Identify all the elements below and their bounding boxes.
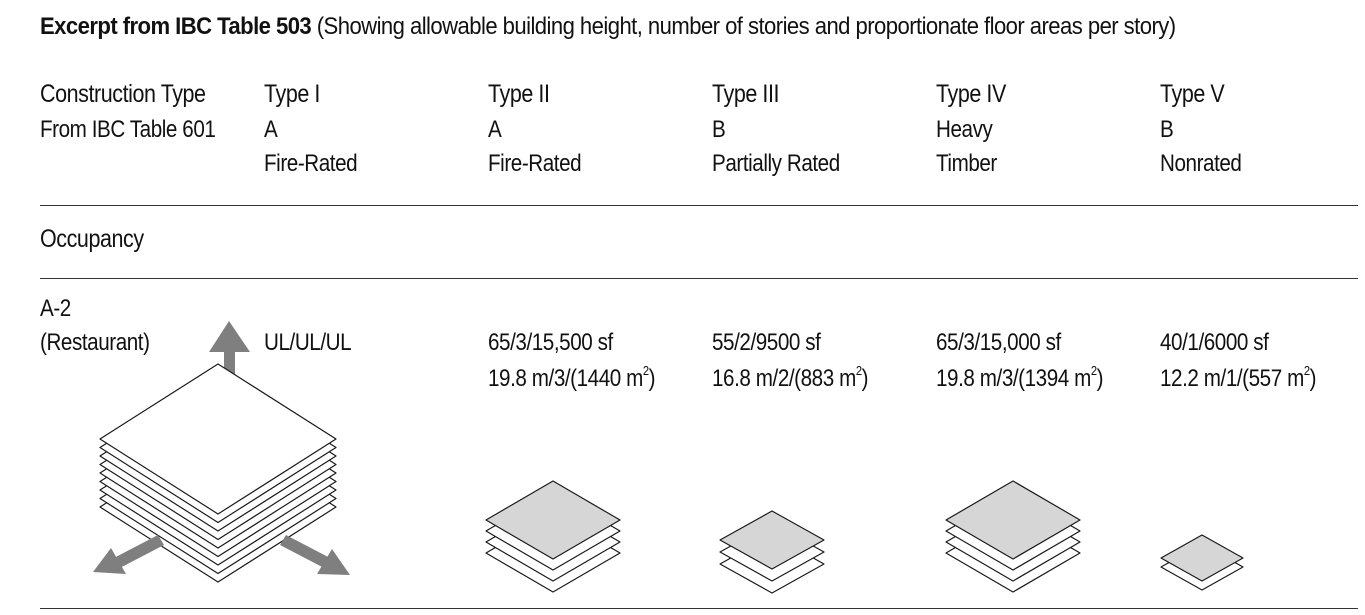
column-rating: Fire-Rated [488,150,582,177]
right-arrow-icon [280,535,350,575]
cell-type-1: UL/UL/UL [264,325,352,361]
cell-imperial-value: 65/3/15,000 sf [936,329,1061,356]
column-rating: Timber [936,150,997,177]
floor-plate [945,480,1081,560]
cell-type-2: 65/3/15,500 sf 19.8 m/3/(1440 m2) [488,325,656,397]
occupancy-divider [40,278,1358,279]
floor-plate [485,480,621,560]
cell-metric-value: 12.2 m/1/(557 m2) [1160,363,1317,392]
table-title: Excerpt from IBC Table 503 (Showing allo… [40,13,1176,41]
cell-type-4: 65/3/15,000 sf 19.8 m/3/(1394 m2) [936,325,1104,397]
table-title-caption: (Showing allowable building height, numb… [316,13,1176,40]
column-rating: Fire-Rated [264,150,358,177]
column-rating: Partially Rated [712,150,840,177]
cell-metric-value: 19.8 m/3/(1440 m2) [488,363,656,392]
cell-metric-value: 16.8 m/2/(883 m2) [712,363,869,392]
up-arrow-icon [209,321,250,396]
column-subtype: Heavy [936,116,993,143]
header-divider [40,205,1358,206]
construction-type-label: Construction Type [40,80,206,108]
construction-type-source: From IBC Table 601 [40,116,216,143]
table-title-bold: Excerpt from IBC Table 503 [40,13,312,40]
occupancy-name: (Restaurant) [40,329,150,356]
floor-plate [1160,534,1244,582]
floor-plate [99,363,337,515]
column-subtype: A [264,116,278,143]
cell-type-5: 40/1/6000 sf 12.2 m/1/(557 m2) [1160,325,1316,397]
column-type-label: Type I [264,80,320,108]
type-3-floor-stack [719,510,825,594]
left-arrow-icon [93,535,164,574]
floor-plate [719,510,825,570]
cell-imperial-value: 55/2/9500 sf [712,329,821,356]
bottom-divider [40,608,1358,609]
column-type-label: Type V [1160,80,1225,108]
occupancy-code: A-2 [40,295,71,322]
cell-imperial-value: UL/UL/UL [264,329,352,356]
column-subtype: B [1160,116,1174,143]
column-type-label: Type III [712,80,780,108]
type-2-floor-stack [485,480,621,593]
column-subtype: B [712,116,726,143]
column-subtype: A [488,116,502,143]
type-4-floor-stack [945,480,1081,593]
unlimited-stack-diagram [93,321,350,583]
cell-imperial-value: 65/3/15,500 sf [488,329,613,356]
cell-metric-value: 19.8 m/3/(1394 m2) [936,363,1104,392]
cell-imperial-value: 40/1/6000 sf [1160,329,1269,356]
occupancy-label: Occupancy [40,225,144,253]
type-5-floor-stack [1160,534,1244,591]
column-type-label: Type II [488,80,550,108]
column-type-label: Type IV [936,80,1006,108]
cell-type-3: 55/2/9500 sf 16.8 m/2/(883 m2) [712,325,868,397]
column-rating: Nonrated [1160,150,1242,177]
